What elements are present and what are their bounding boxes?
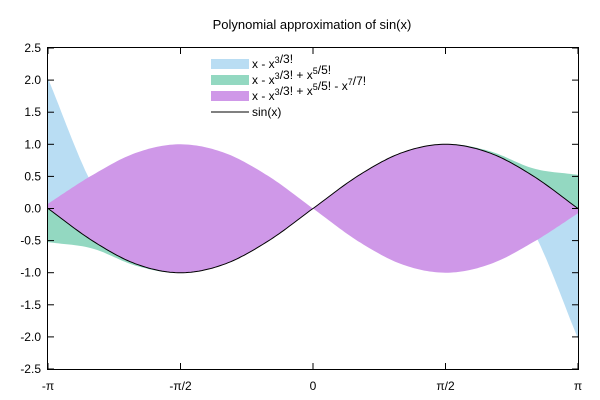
axis-ticks: 2.52.01.51.00.50.0-0.5-1.0-1.5-2.0-2.5-π… (20, 41, 582, 393)
series-line-sin (47, 143, 579, 274)
x-tick-label: π/2 (436, 379, 455, 393)
y-tick-label: 0.0 (24, 202, 41, 216)
legend-swatch (211, 59, 249, 69)
y-tick-label: -2.5 (20, 362, 41, 376)
legend-label: x - x3/3! (252, 52, 293, 71)
y-tick-label: 2.0 (24, 73, 41, 87)
legend-label: sin(x) (252, 105, 281, 119)
legend-label: x - x3/3! + x5/5! (252, 63, 331, 87)
y-tick-label: 1.0 (24, 137, 41, 151)
y-tick-label: -1.0 (20, 266, 41, 280)
y-tick-label: -2.0 (20, 330, 41, 344)
legend-label: x - x3/3! + x5/5! - x7/7! (252, 74, 366, 103)
legend: x - x3/3!x - x3/3! + x5/5!x - x3/3! + x5… (211, 52, 366, 119)
x-tick-label: π (574, 379, 582, 393)
x-tick-label: -π (42, 379, 54, 393)
y-tick-label: -0.5 (20, 234, 41, 248)
y-tick-label: 0.5 (24, 169, 41, 183)
x-tick-label: -π/2 (169, 379, 192, 393)
y-tick-label: -1.5 (20, 298, 41, 312)
chart-title: Polynomial approximation of sin(x) (213, 17, 412, 32)
plot-frame (47, 47, 579, 370)
y-tick-label: 1.5 (24, 105, 41, 119)
y-tick-label: 2.5 (24, 41, 41, 55)
legend-swatch (211, 91, 249, 101)
x-tick-label: 0 (310, 379, 317, 393)
legend-swatch (211, 75, 249, 85)
series-lines (47, 143, 579, 274)
